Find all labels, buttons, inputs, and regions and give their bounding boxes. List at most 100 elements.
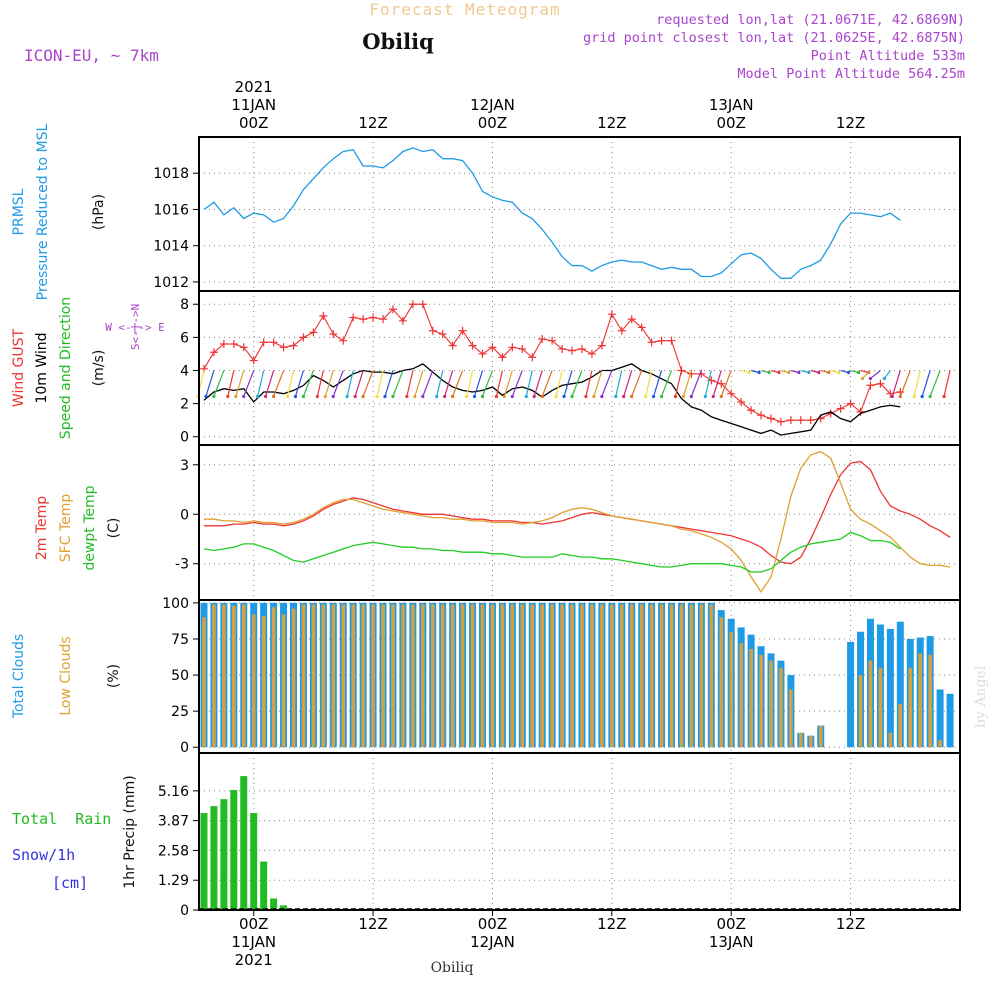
gust-marker [349, 313, 358, 322]
wind-arrow-head [659, 394, 664, 399]
gust-line [203, 303, 901, 423]
wind-arrow [213, 370, 225, 397]
pressure-msl-label: Pressure Reduced to MSL [35, 123, 51, 300]
low-cloud-bar [401, 604, 405, 748]
wind-arrow [913, 370, 921, 397]
top-date-label: 12JAN [470, 96, 515, 114]
wind-arrow-head [807, 370, 811, 375]
prmsl-label: PRMSL [11, 188, 27, 235]
watermark: by Angel [973, 665, 989, 728]
wind-arrow [593, 370, 603, 397]
low-cloud-bar [928, 654, 932, 748]
temperature-panel [203, 450, 951, 593]
gust-marker [806, 416, 815, 425]
wind-arrow-head [614, 394, 618, 399]
wind-arrow-head [234, 394, 238, 399]
y-tick-label: 0 [180, 740, 189, 756]
low-cloud-bar [520, 604, 525, 748]
wind-arrow [422, 370, 434, 397]
low-cloud-bar [749, 649, 753, 748]
wind-arrow [870, 370, 881, 379]
wind-arrow-head [472, 394, 477, 399]
rain-bar [260, 861, 268, 910]
y-tick-label: 2.58 [158, 843, 189, 859]
gust-marker [339, 336, 348, 345]
gust-marker [766, 414, 775, 423]
compass-we: W <-|-> E [105, 321, 165, 334]
wind-arrow-head [375, 394, 379, 399]
y-tick-label: 0 [180, 903, 189, 919]
wind-arrow [511, 370, 523, 397]
low-cloud-bar [480, 604, 485, 748]
low-cloud-bar [898, 703, 903, 748]
gust-marker [219, 339, 228, 348]
wind-arrow [525, 370, 533, 397]
wind-arrow [601, 370, 613, 397]
wind-arrow-head [856, 370, 861, 375]
wind-arrow-head [480, 394, 485, 399]
wind-arrow-head [435, 394, 439, 399]
y-tick-label: 100 [162, 596, 189, 612]
low-cloud-bar [689, 604, 694, 748]
low-cloud-bar [729, 631, 734, 748]
wind-arrow [883, 370, 891, 379]
y-tick-label: 0 [180, 430, 189, 446]
wind10m-label: 10m Wind [34, 332, 50, 403]
temp-unit: (C) [106, 518, 122, 539]
gust-marker [558, 344, 567, 353]
wind-arrow [674, 370, 683, 397]
wind-arrow-head [413, 394, 417, 399]
low-cloud-bar [789, 689, 793, 748]
top-hour-label: 00Z [239, 114, 268, 132]
wind-arrow [346, 370, 354, 397]
low-cloud-bar [241, 604, 246, 748]
total-cloud-bar [847, 641, 855, 748]
wind-arrow [712, 370, 722, 397]
gust-marker [359, 315, 368, 324]
wind-arrow [362, 370, 374, 397]
gust-marker [458, 326, 467, 335]
wind-arrow-head [757, 370, 761, 375]
low-cloud-bar [271, 607, 276, 748]
bottom-hour-label: 00Z [478, 915, 507, 933]
low-cloud-bar [470, 604, 475, 748]
low-cloud-bar [699, 604, 704, 748]
top-hour-label: 00Z [478, 114, 507, 132]
wind-arrow-head [912, 394, 916, 399]
wind-arrow [465, 370, 474, 397]
rain-bar [220, 799, 228, 910]
wind-arrow-head [600, 394, 604, 399]
total-cloud-bar [936, 689, 944, 748]
low-cloud-bar [570, 604, 574, 748]
wind-arrow [294, 370, 305, 397]
wind-arrow [354, 370, 364, 397]
wind-arrow-head [331, 394, 335, 399]
gust-marker [776, 417, 785, 426]
low-cloud-bar [709, 604, 714, 748]
low-cloud-bar [779, 667, 783, 748]
gust-marker [597, 341, 606, 350]
sfc-temp-label: SFC Temp [58, 494, 74, 563]
low-cloud-bar [212, 604, 216, 748]
low-cloud-bar [649, 604, 654, 748]
wind-arrow-head [767, 370, 771, 375]
y-tick-label: 1018 [153, 166, 189, 182]
total-cloud-bar [946, 693, 954, 748]
wind-arrow-head [681, 394, 686, 399]
low-cloud-bar [799, 732, 803, 748]
gust-marker [498, 353, 507, 362]
low-cloud-bar [321, 604, 326, 748]
gust-marker [398, 316, 407, 325]
y-tick-label: -3 [175, 557, 189, 573]
rain-bar [200, 813, 208, 910]
wind-arrow-head [532, 394, 536, 399]
panel-frames [198, 136, 961, 911]
wind-arrow-head [817, 370, 821, 375]
wind-arrow-head [554, 394, 558, 399]
bottom-year-label: 2021 [235, 951, 273, 969]
wind-arrow-head [890, 394, 894, 399]
gust-marker [796, 416, 805, 425]
wind-arrow [384, 370, 394, 397]
wind-arrow [921, 370, 931, 397]
wind-arrow [316, 370, 324, 397]
